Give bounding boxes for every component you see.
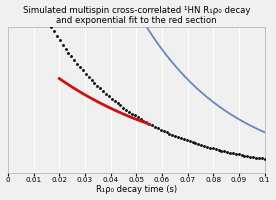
Title: Simulated multispin cross-correlated ¹HN R₁ρ₀ decay
and exponential fit to the r: Simulated multispin cross-correlated ¹HN… <box>23 6 250 25</box>
X-axis label: R₁ρ₀ decay time (s): R₁ρ₀ decay time (s) <box>96 185 177 194</box>
